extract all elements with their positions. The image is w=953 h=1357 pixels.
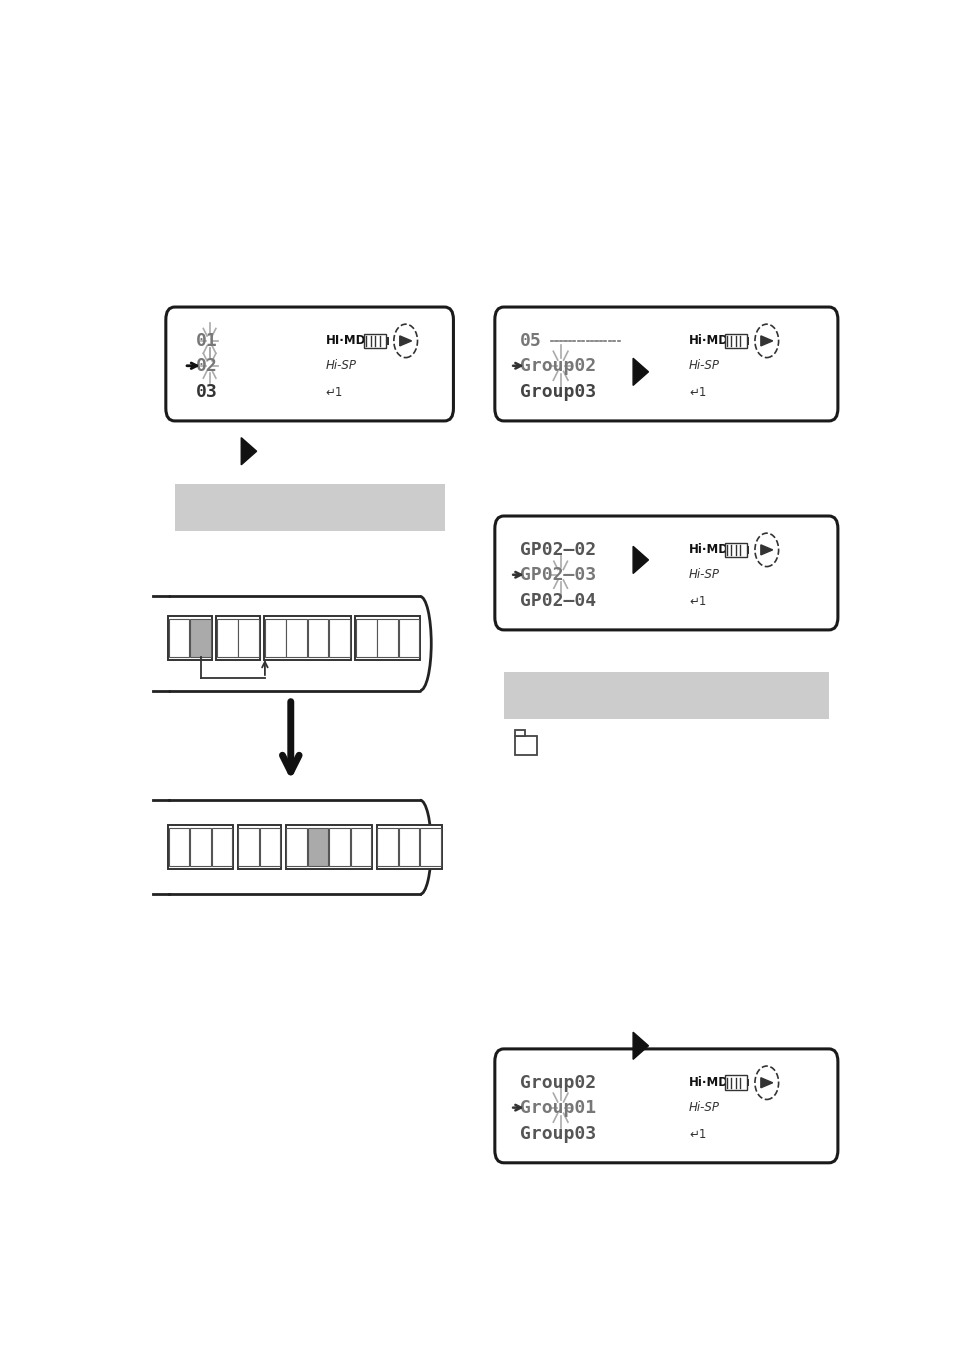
Bar: [168, 825, 233, 870]
Bar: [724, 543, 746, 558]
Bar: [724, 334, 746, 349]
Polygon shape: [241, 438, 256, 465]
Text: HI·MD: HI·MD: [326, 334, 366, 347]
Polygon shape: [760, 337, 772, 346]
Text: ↵1: ↵1: [688, 1128, 706, 1141]
Bar: [329, 619, 350, 657]
Bar: [168, 616, 212, 661]
Text: Group02: Group02: [519, 1073, 596, 1092]
FancyBboxPatch shape: [495, 307, 837, 421]
Text: 05: 05: [519, 332, 541, 350]
Bar: [386, 338, 388, 345]
Polygon shape: [399, 337, 411, 346]
Bar: [286, 619, 307, 657]
Bar: [216, 619, 237, 657]
Bar: [308, 619, 328, 657]
Bar: [351, 828, 371, 866]
Bar: [216, 616, 259, 661]
Bar: [515, 730, 524, 737]
Polygon shape: [633, 1033, 648, 1060]
Bar: [259, 828, 280, 866]
Bar: [190, 828, 211, 866]
Bar: [746, 338, 748, 345]
Bar: [265, 619, 285, 657]
Text: ↵1: ↵1: [688, 385, 706, 399]
Bar: [169, 828, 190, 866]
Bar: [746, 1079, 748, 1087]
FancyBboxPatch shape: [166, 307, 453, 421]
Bar: [169, 619, 190, 657]
Text: 01: 01: [196, 332, 218, 350]
Bar: [174, 483, 444, 531]
Bar: [746, 547, 748, 554]
Bar: [503, 672, 828, 719]
FancyBboxPatch shape: [495, 1049, 837, 1163]
Bar: [398, 619, 419, 657]
Bar: [355, 619, 376, 657]
Bar: [329, 828, 350, 866]
Text: ↵1: ↵1: [688, 594, 706, 608]
Bar: [286, 828, 307, 866]
Bar: [398, 828, 419, 866]
Bar: [376, 825, 441, 870]
Bar: [285, 825, 372, 870]
Text: Hi-SP: Hi-SP: [326, 360, 356, 372]
Text: 03: 03: [196, 384, 218, 402]
Bar: [238, 619, 258, 657]
Text: Group01: Group01: [519, 1099, 596, 1117]
Text: Hi·MD: Hi·MD: [688, 543, 728, 556]
Bar: [190, 619, 211, 657]
Polygon shape: [633, 547, 648, 574]
FancyBboxPatch shape: [495, 516, 837, 630]
Bar: [355, 616, 419, 661]
Text: 02: 02: [196, 357, 218, 375]
Text: ↵1: ↵1: [326, 385, 343, 399]
Text: Group02: Group02: [519, 357, 596, 375]
Text: Hi-SP: Hi-SP: [688, 360, 720, 372]
Bar: [237, 825, 281, 870]
Polygon shape: [760, 546, 772, 555]
Bar: [308, 828, 328, 866]
Bar: [376, 619, 397, 657]
Polygon shape: [760, 1077, 772, 1088]
Bar: [238, 828, 258, 866]
Text: GP02—03: GP02—03: [519, 566, 596, 584]
Bar: [364, 334, 386, 349]
Bar: [419, 828, 440, 866]
Bar: [376, 828, 397, 866]
Text: Hi-SP: Hi-SP: [688, 1101, 720, 1114]
Text: Group03: Group03: [519, 384, 596, 402]
Text: Group03: Group03: [519, 1125, 596, 1144]
Bar: [212, 828, 233, 866]
Text: Hi·MD: Hi·MD: [688, 1076, 728, 1090]
Bar: [264, 616, 351, 661]
Text: Hi-SP: Hi-SP: [688, 569, 720, 581]
Polygon shape: [633, 358, 648, 385]
Bar: [724, 1076, 746, 1090]
Text: GP02—02: GP02—02: [519, 541, 596, 559]
Text: GP02—04: GP02—04: [519, 593, 596, 611]
Text: Hi·MD: Hi·MD: [688, 334, 728, 347]
Bar: [515, 737, 537, 756]
